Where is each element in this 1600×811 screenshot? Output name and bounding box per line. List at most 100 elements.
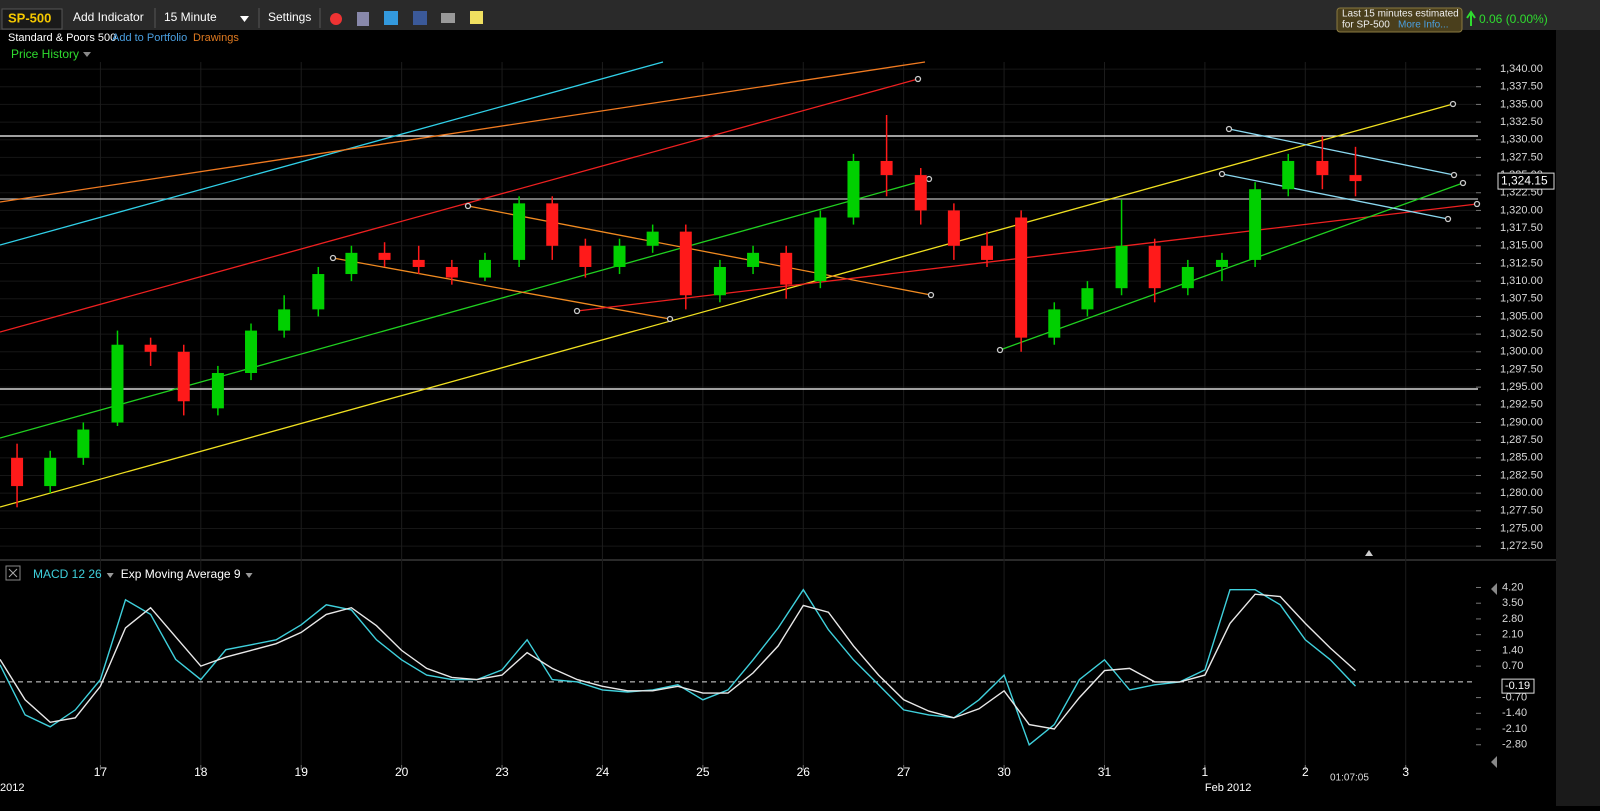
macd-line [0,588,1357,746]
price-change: 0.06 (0.00%) [1479,12,1548,26]
y-tick-label: 3.50 [1502,597,1523,609]
trend-line [0,78,919,333]
handle[interactable] [1444,215,1452,223]
candle-body [278,309,291,331]
y-tick-label: 1,287.50 [1500,434,1543,446]
candle-body [679,231,692,296]
handle[interactable] [1218,170,1226,178]
candle-body [847,160,860,218]
handle[interactable] [666,315,674,323]
candle-body [1115,245,1128,289]
interval[interactable]: 15 Minute [164,10,217,24]
clock: 01:07:05 [1330,773,1369,784]
handle[interactable] [464,202,472,210]
candle-body [412,259,425,267]
candle-body [1349,175,1362,182]
chart-title[interactable]: Price History [11,47,79,61]
legend-entry[interactable]: MACD 12 26 [33,567,102,581]
candle-body [345,252,358,275]
up-arrow [1466,10,1476,26]
drawings[interactable]: Drawings [193,32,239,44]
y-tick-label: 2.80 [1502,613,1523,625]
x-tick-label: 27 [897,765,911,779]
instrument-name: Standard & Poors 500 [8,32,116,44]
candle-body [814,217,827,282]
x-tick-label: 20 [395,765,409,779]
close-icon[interactable] [8,568,18,578]
symbol-box[interactable] [1,8,63,30]
trend-line [0,178,930,439]
trend-line [999,182,1464,351]
drawings [0,61,1481,508]
candle-body [713,266,726,296]
symbol[interactable]: SP-500 [8,10,51,25]
candle-body [1249,189,1262,260]
candle-body [1316,160,1329,176]
handle[interactable] [1449,100,1457,108]
notice: for SP-500 [1342,20,1390,31]
last-price-box [1497,172,1555,190]
handle[interactable] [1459,179,1467,187]
candle-body [144,344,157,352]
handle[interactable] [1450,171,1458,179]
macd-line [0,593,1356,730]
trend-line [0,61,664,246]
side-strip [1556,30,1600,806]
handle[interactable] [1225,125,1233,133]
legend-entry[interactable]: Exp Moving Average 9 [121,567,241,581]
y-tick-label: 1,317.50 [1500,222,1543,234]
y-tick-label: 1,280.00 [1500,487,1543,499]
alert-icon[interactable] [330,13,342,25]
trend-line [467,205,932,296]
legend-arrow [245,573,253,578]
dropdown-arrow[interactable] [240,16,249,22]
x-tick-label: 30 [997,765,1011,779]
candle-body [947,210,960,246]
x-tick-label-secondary: Feb 2012 [1205,782,1251,794]
handle[interactable] [925,175,933,183]
x-tick-label: 2 [1302,765,1309,779]
y-tick-label: 1,332.50 [1500,116,1543,128]
y-tick-label: 1,310.00 [1500,275,1543,287]
notice: Last 15 minutes estimated [1342,9,1459,20]
y-tick-label: 1,285.00 [1500,452,1543,464]
candle-body [245,330,258,373]
handle[interactable] [1473,200,1481,208]
twitter-icon[interactable] [384,11,398,25]
candle-body [1282,160,1295,190]
candle-body [478,259,491,278]
trend-line [0,61,926,203]
handle[interactable] [573,307,581,315]
y-tick-label: -2.10 [1502,723,1527,735]
y-tick-label: 1,272.50 [1500,540,1543,552]
handle[interactable] [329,254,337,262]
y-tick-label: 1,340.00 [1500,63,1543,75]
print-icon[interactable] [357,12,369,26]
collapse-arrow[interactable] [1365,550,1373,556]
settings[interactable]: Settings [268,10,311,24]
note-icon[interactable] [470,11,483,24]
y-tick-label: 1,320.00 [1500,204,1543,216]
x-tick-label: 19 [295,765,309,779]
add-to-portfolio[interactable]: Add to Portfolio [112,32,187,44]
y-tick-label: 1,337.50 [1500,81,1543,93]
last-value-box [1501,678,1535,694]
candle-body [579,245,592,267]
share-icon[interactable] [441,13,455,23]
x-tick-label: 3 [1402,765,1409,779]
handle[interactable] [914,75,922,83]
more-info[interactable]: More Info... [1398,20,1449,31]
y-tick-label: 1,290.00 [1500,416,1543,428]
candle-body [44,457,57,487]
last-value-label: -0.19 [1505,680,1530,692]
close-panel[interactable] [5,565,21,581]
add-indicator[interactable]: Add Indicator [73,10,144,24]
handle[interactable] [927,291,935,299]
candle-body [1148,245,1161,289]
candle-body [11,457,24,487]
dropdown-arrow[interactable] [83,52,91,57]
handle[interactable] [996,346,1004,354]
facebook-icon[interactable] [413,11,427,25]
